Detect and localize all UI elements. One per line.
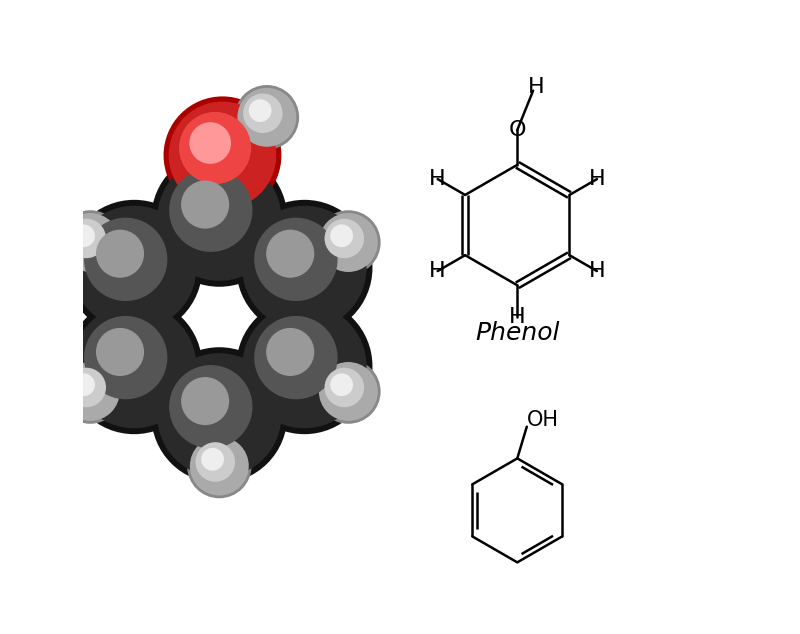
Point — [261, 112, 274, 122]
Point — [342, 238, 354, 248]
Point — [298, 361, 311, 372]
Text: H: H — [430, 169, 446, 189]
Point — [209, 143, 222, 153]
Point — [77, 231, 90, 241]
Point — [298, 262, 311, 273]
Point — [284, 249, 297, 259]
Point — [342, 386, 354, 397]
Point — [198, 396, 211, 406]
Point — [257, 108, 270, 119]
Text: OH: OH — [526, 410, 558, 430]
Point — [261, 112, 274, 122]
Point — [84, 238, 97, 248]
Point — [213, 214, 226, 224]
Point — [335, 380, 348, 390]
Point — [114, 347, 126, 357]
Point — [209, 457, 222, 467]
Point — [198, 200, 211, 210]
Point — [216, 150, 229, 160]
Point — [84, 238, 97, 248]
Point — [128, 262, 141, 273]
Point — [119, 254, 132, 264]
Point — [342, 386, 354, 397]
Point — [213, 410, 226, 420]
Text: H: H — [509, 307, 526, 327]
Point — [128, 361, 141, 372]
Point — [204, 138, 217, 148]
Point — [128, 262, 141, 273]
Text: H: H — [589, 169, 606, 189]
Point — [213, 461, 226, 471]
Text: H: H — [430, 261, 446, 281]
Point — [84, 386, 97, 397]
Point — [342, 238, 354, 248]
Point — [80, 382, 93, 392]
Point — [205, 402, 218, 412]
Point — [290, 254, 302, 264]
Point — [298, 361, 311, 372]
Point — [213, 461, 226, 471]
Point — [213, 410, 226, 420]
Point — [84, 386, 97, 397]
Text: H: H — [528, 77, 545, 98]
Text: H: H — [589, 261, 606, 281]
Point — [119, 353, 132, 363]
Point — [254, 105, 266, 115]
Point — [290, 353, 302, 363]
Point — [80, 233, 93, 243]
Point — [205, 205, 218, 216]
Point — [335, 231, 348, 241]
Point — [338, 233, 350, 243]
Point — [284, 347, 297, 357]
Point — [213, 214, 226, 224]
Point — [206, 454, 219, 464]
Point — [216, 150, 229, 160]
Point — [298, 262, 311, 273]
Text: Phenol: Phenol — [475, 321, 559, 345]
Point — [114, 249, 126, 259]
Point — [77, 380, 90, 390]
Point — [338, 382, 350, 392]
Point — [128, 361, 141, 372]
Text: O: O — [509, 120, 526, 140]
